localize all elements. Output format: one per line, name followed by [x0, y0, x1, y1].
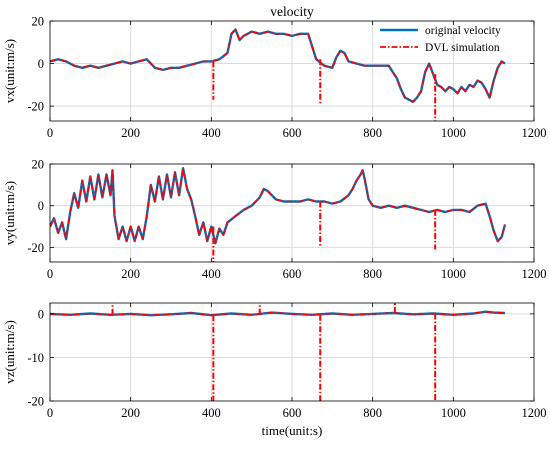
y-tick-label: 20 [32, 158, 45, 172]
legend: original velocity DVL simulation [380, 25, 501, 54]
x-tick-label: 800 [363, 267, 382, 281]
legend-label: DVL simulation [425, 42, 500, 54]
x-tick-label: 800 [363, 406, 382, 420]
x-tick-label: 200 [121, 267, 140, 281]
y-tick-label: 0 [38, 307, 44, 321]
chart-title: velocity [270, 4, 314, 19]
x-tick-label: 1000 [441, 267, 466, 281]
y-axis-label: vy(unit:m/s) [2, 181, 17, 245]
series-dvl-simulation [50, 303, 506, 401]
y-tick-label: -20 [27, 241, 44, 255]
legend-label: original velocity [425, 25, 501, 37]
series-line [50, 28, 506, 103]
x-tick-label: 1000 [441, 406, 466, 420]
x-tick-label: 1200 [522, 406, 547, 420]
x-tick-label: 600 [283, 126, 302, 140]
series-dvl-simulation [50, 28, 506, 121]
y-tick-label: -20 [27, 395, 44, 409]
series-line [50, 310, 506, 316]
y-tick-label: 20 [32, 15, 45, 29]
x-tick-label: 600 [283, 267, 302, 281]
x-tick-label: 400 [202, 267, 221, 281]
y-tick-label: -20 [27, 100, 44, 114]
x-tick-label: 200 [121, 126, 140, 140]
chart-panel-3: 0 200 400 600 800 1000 1200 -20 -10 0 vz(unit:m/s)… [2, 302, 547, 438]
y-tick-label: 0 [38, 199, 44, 213]
x-tick-label: 0 [47, 406, 53, 420]
x-tick-label: 0 [47, 126, 53, 140]
chart-panel-1: 0 200 400 600 800 1000 1200-20020vx(unit:m/s)v… [2, 4, 547, 140]
series-dvl-simulation [50, 167, 506, 262]
x-tick-label: 800 [363, 126, 382, 140]
x-tick-label: 1200 [522, 267, 547, 281]
x-tick-label: 1000 [441, 126, 466, 140]
series-line [50, 167, 506, 244]
y-tick-label: 0 [38, 57, 44, 71]
x-axis-label: time(unit:s) [262, 423, 323, 438]
y-axis-label: vx(unit:m/s) [2, 39, 17, 103]
y-tick-label: -10 [27, 351, 44, 365]
x-tick-label: 600 [283, 406, 302, 420]
x-tick-label: 400 [202, 406, 221, 420]
x-tick-label: 400 [202, 126, 221, 140]
x-tick-label: 0 [47, 267, 53, 281]
y-axis-label: vz(unit:m/s) [2, 320, 17, 384]
x-tick-label: 200 [121, 406, 140, 420]
x-tick-label: 1200 [522, 126, 547, 140]
